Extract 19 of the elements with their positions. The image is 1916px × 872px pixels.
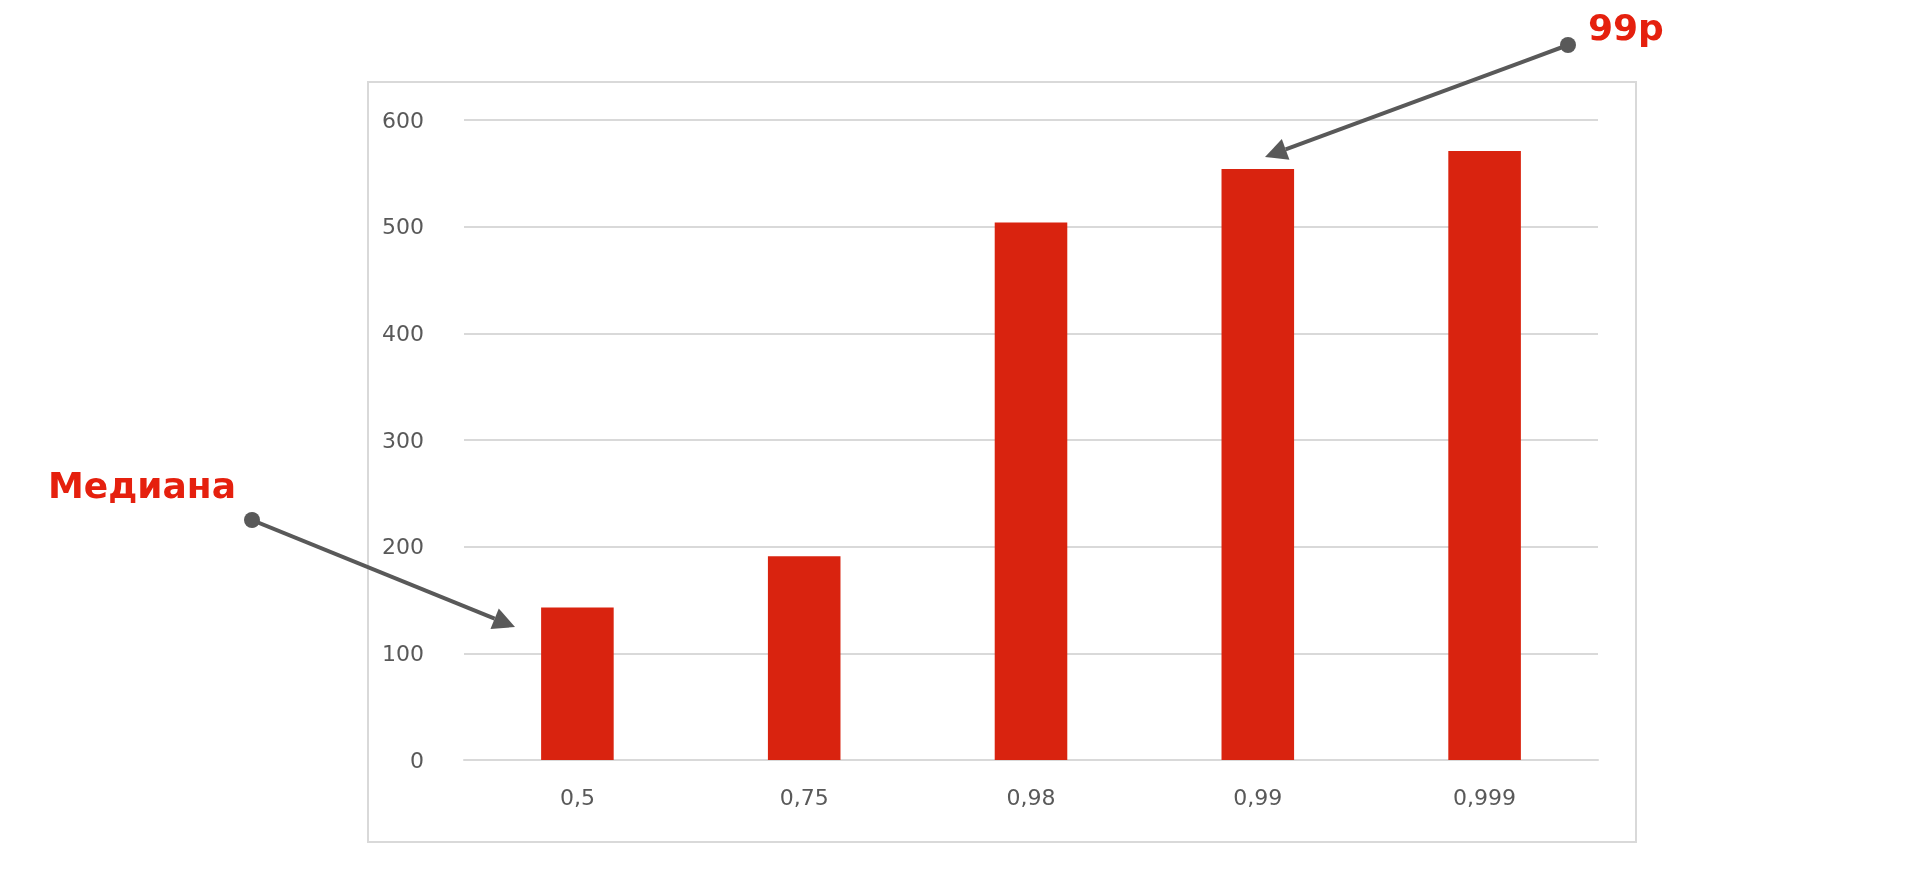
text: 99p xyxy=(1588,7,1664,48)
y-tick-label: 400 xyxy=(382,320,424,346)
y-tick-label: 200 xyxy=(382,534,424,560)
x-tick-label: 0,5 xyxy=(559,784,595,810)
x-tick-label: 0,99 xyxy=(1233,784,1283,810)
bar xyxy=(994,222,1068,760)
bar xyxy=(767,556,841,760)
bar xyxy=(541,607,614,760)
bar xyxy=(1448,150,1521,760)
x-tick-label: 0,98 xyxy=(1006,784,1056,810)
y-tick-label: 600 xyxy=(382,107,424,133)
text: Медиана xyxy=(48,465,236,506)
y-tick-label: 500 xyxy=(382,214,424,240)
y-tick-label: 100 xyxy=(382,640,424,666)
y-tick-label: 300 xyxy=(382,427,424,453)
y-tick-label: 0 xyxy=(410,747,424,773)
bar xyxy=(1221,169,1295,760)
x-tick-label: 0,999 xyxy=(1453,784,1517,810)
x-tick-label: 0,75 xyxy=(779,784,829,810)
